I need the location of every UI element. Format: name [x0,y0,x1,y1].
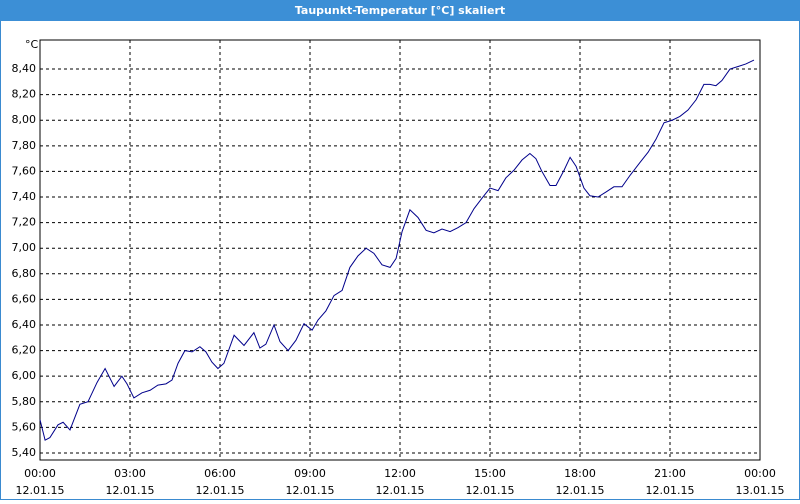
x-tick-date: 12.01.15 [196,484,245,497]
y-unit: °C [25,38,39,51]
y-tick-label: 5,40 [12,446,37,459]
x-tick-date: 12.01.15 [466,484,515,497]
y-tick-label: 8,00 [12,113,37,126]
y-tick-label: 6,20 [12,344,37,357]
x-tick-label: 18:00 [564,467,596,480]
y-tick-label: 6,00 [12,369,37,382]
y-tick-label: 5,60 [12,420,37,433]
x-tick-label: 15:00 [474,467,506,480]
y-tick-label: 5,80 [12,395,37,408]
y-tick-label: 8,40 [12,62,37,75]
x-tick-date: 12.01.15 [376,484,425,497]
data-line [39,59,755,441]
x-tick-label: 06:00 [204,467,236,480]
x-tick-label: 12:00 [384,467,416,480]
x-tick-label: 09:00 [294,467,326,480]
y-tick-label: 7,40 [12,190,37,203]
x-tick-date: 13.01.15 [736,484,785,497]
x-tick-date: 12.01.15 [286,484,335,497]
x-tick-label: 00:00 [24,467,56,480]
y-tick-label: 6,80 [12,267,37,280]
title-bar [0,0,800,21]
y-tick-label: 6,40 [12,318,37,331]
y-tick-label: 7,60 [12,164,37,177]
x-tick-label: 03:00 [114,467,146,480]
x-tick-label: 00:00 [744,467,776,480]
y-tick-label: 7,80 [12,139,37,152]
y-tick-label: 8,20 [12,88,37,101]
x-tick-date: 12.01.15 [556,484,605,497]
y-tick-label: 7,00 [12,241,37,254]
x-tick-label: 21:00 [654,467,686,480]
x-tick-date: 12.01.15 [16,484,65,497]
y-tick-label: 6,60 [12,292,37,305]
x-tick-date: 12.01.15 [106,484,155,497]
x-tick-date: 12.01.15 [646,484,695,497]
window-title: Taupunkt-Temperatur [°C] skaliert [295,4,505,17]
y-tick-label: 7,20 [12,216,37,229]
